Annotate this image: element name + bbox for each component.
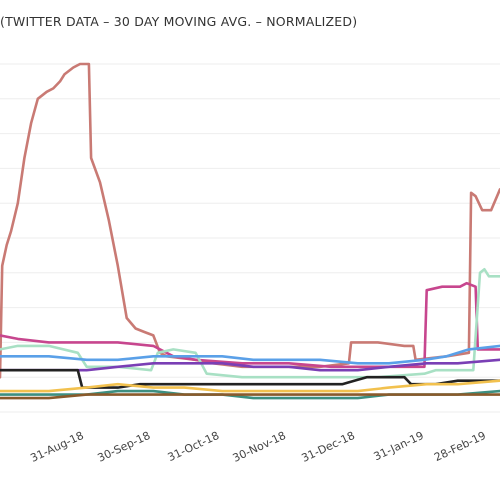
series-lines	[0, 62, 500, 400]
series-line-7	[0, 379, 500, 393]
series-line-6	[0, 368, 500, 389]
x-tick-label: 28-Feb-19	[432, 429, 488, 464]
series-line-9	[0, 393, 500, 400]
chart-title: (TWITTER DATA – 30 DAY MOVING AVG. – NOR…	[0, 14, 357, 29]
x-tick-label: 30-Sep-18	[96, 429, 153, 465]
series-line-2	[0, 281, 500, 369]
x-tick-label: 30-Nov-18	[231, 429, 288, 465]
x-tick-label: 31-Jan-19	[372, 429, 426, 463]
x-tick-label: 31-Oct-18	[166, 429, 222, 464]
x-tick-label: 31-Dec-18	[299, 429, 356, 465]
x-tick-label: 31-Aug-18	[28, 429, 85, 465]
series-line-4	[0, 344, 500, 365]
series-line-3	[0, 268, 500, 379]
x-axis-ticks: 31-Aug-18 30-Sep-18 31-Oct-18 30-Nov-18 31-D…	[28, 429, 488, 465]
series-line-5	[0, 358, 500, 372]
